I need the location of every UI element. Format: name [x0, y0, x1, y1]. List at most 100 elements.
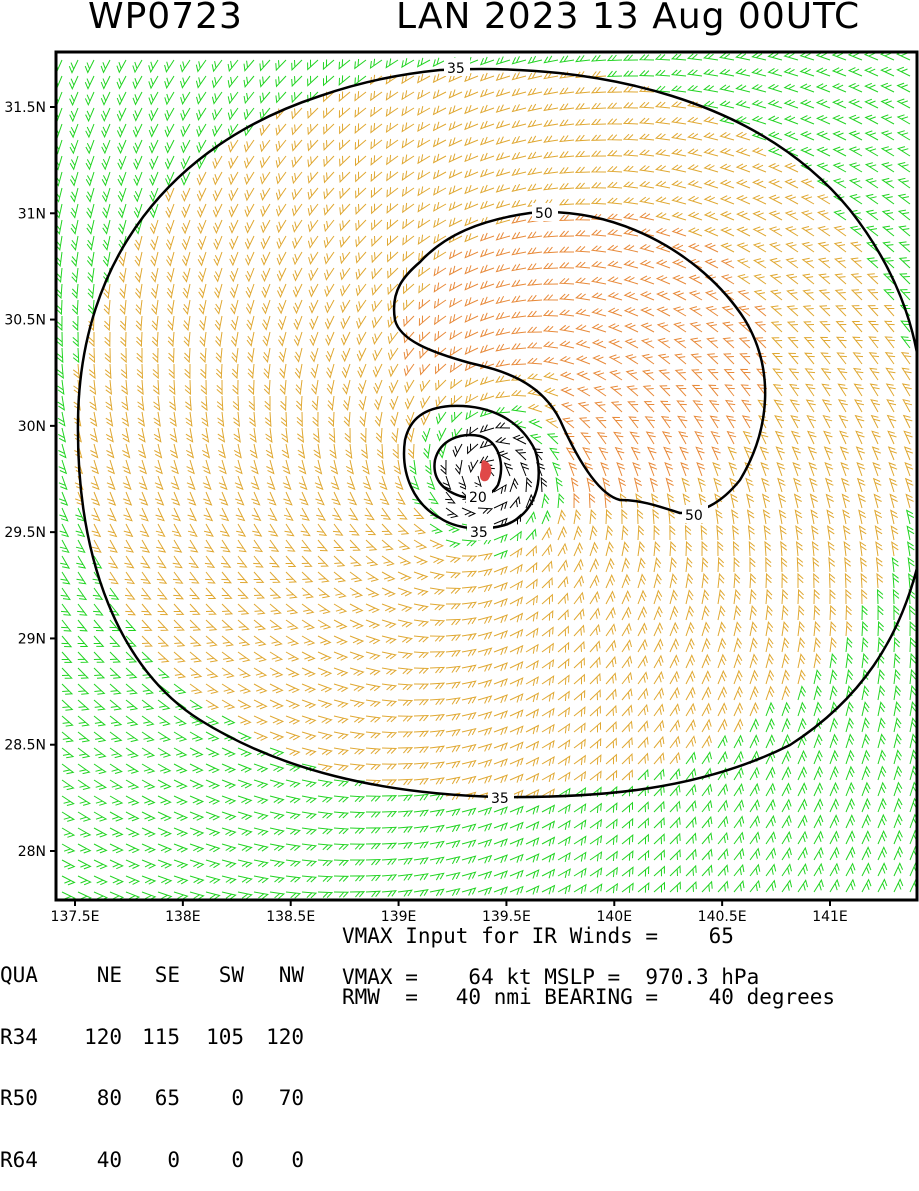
wind-barb	[574, 150, 591, 158]
wind-barb	[301, 571, 314, 583]
wind-barb	[739, 353, 751, 365]
wind-barb	[797, 637, 806, 653]
wind-barb	[121, 427, 130, 443]
wind-barb	[245, 251, 255, 267]
wind-barb	[749, 669, 759, 685]
wind-barb	[364, 507, 375, 521]
wind-barb	[445, 681, 461, 689]
wind-barb	[168, 363, 175, 380]
wind-barb	[386, 171, 399, 182]
wind-barb	[59, 539, 70, 554]
wind-barb	[669, 881, 681, 893]
wind-barb	[845, 797, 855, 813]
wind-barb	[205, 603, 217, 615]
wind-barb	[140, 539, 151, 553]
wind-barb	[317, 699, 333, 709]
wind-barb	[685, 848, 697, 861]
wind-barb	[417, 105, 431, 116]
wind-barb	[511, 120, 527, 129]
wind-barb	[829, 717, 839, 733]
wind-barb	[141, 683, 154, 695]
wind-barb	[721, 321, 735, 333]
wind-barb	[813, 604, 821, 621]
wind-barb	[509, 660, 524, 671]
wind-barb	[141, 875, 157, 885]
wind-barb	[845, 701, 854, 717]
wind-barb	[765, 588, 773, 605]
wind-barb	[77, 699, 90, 711]
wind-barb	[765, 863, 777, 877]
wind-barb	[429, 840, 445, 849]
wind-barb	[737, 289, 751, 301]
wind-barb	[173, 859, 189, 869]
wind-barb	[180, 75, 191, 89]
wind-barb	[71, 267, 79, 284]
wind-barb	[543, 387, 559, 397]
wind-barb	[435, 379, 447, 392]
wind-barb	[525, 561, 538, 573]
wind-barb	[837, 399, 848, 413]
wind-barb	[173, 587, 184, 600]
wind-barb	[123, 539, 134, 553]
wind-barb	[495, 56, 511, 66]
wind-barb	[237, 827, 253, 837]
wind-barb	[333, 843, 350, 851]
label-50-bottom: 50	[685, 508, 703, 524]
wind-barb	[653, 816, 665, 829]
wind-barb	[346, 475, 356, 491]
wind-barb	[461, 555, 478, 562]
wind-barb	[527, 231, 543, 239]
wind-barb	[546, 433, 559, 445]
wind-barb	[877, 765, 887, 781]
wind-barb	[529, 433, 543, 445]
wind-barb	[340, 299, 351, 314]
wind-barb	[477, 568, 493, 577]
wind-barb	[559, 355, 575, 365]
wind-barb	[186, 475, 196, 491]
wind-barb	[314, 475, 324, 491]
wind-barb	[781, 750, 792, 765]
wind-barb	[701, 605, 710, 621]
wind-barb	[705, 321, 719, 333]
wind-barb	[849, 241, 863, 253]
wind-barb	[787, 337, 799, 349]
wind-barb	[850, 273, 863, 285]
wind-barb	[637, 622, 648, 637]
wind-barb	[395, 491, 406, 505]
wind-barb	[281, 443, 290, 459]
wind-barb	[701, 686, 712, 701]
wind-barb	[291, 107, 303, 120]
wind-barb	[166, 283, 175, 299]
wind-barb	[861, 846, 872, 861]
wind-barb	[340, 331, 351, 346]
wind-barb	[558, 214, 575, 222]
cell-sw: 105	[206, 1024, 244, 1049]
wind-barb	[703, 195, 719, 205]
wind-barb	[432, 57, 447, 68]
wind-barb	[464, 73, 479, 83]
wind-barb	[317, 795, 333, 803]
wind-barb	[820, 352, 831, 365]
lat-tick-label: 28N	[18, 844, 46, 860]
vmax-mslp-line: VMAX = 64 kt MSLP = 970.3 hPa	[342, 965, 760, 989]
wind-barb	[549, 447, 560, 461]
wind-barb	[217, 427, 226, 443]
wind-barb	[106, 443, 115, 459]
wind-barb	[833, 209, 847, 221]
wind-barb	[686, 69, 703, 77]
wind-barb	[401, 170, 415, 181]
wind-barb	[381, 603, 397, 613]
wind-barb	[623, 307, 639, 317]
wind-barb	[525, 804, 540, 815]
wind-barb	[493, 806, 508, 816]
wind-barb	[237, 603, 250, 615]
wind-barb	[294, 347, 303, 363]
wind-barb	[317, 891, 334, 898]
wind-barb	[771, 337, 783, 349]
wind-barb	[310, 363, 319, 379]
wind-barb	[622, 181, 639, 189]
cell-se: 0	[167, 1147, 180, 1172]
wind-barb	[317, 635, 332, 646]
wind-barb	[246, 331, 255, 347]
wind-barb	[653, 540, 661, 557]
